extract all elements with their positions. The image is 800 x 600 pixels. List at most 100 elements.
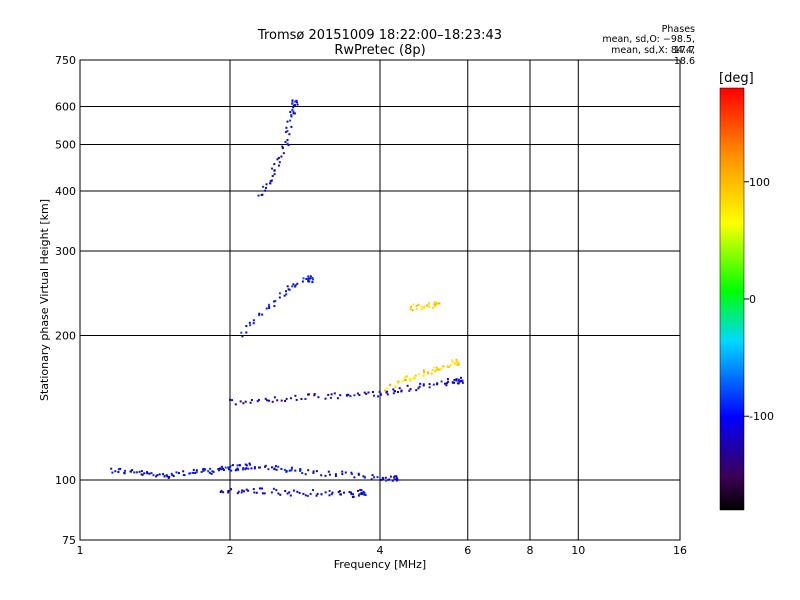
echo-point (282, 152, 285, 155)
echo-point (442, 365, 445, 368)
echo-point (460, 380, 462, 383)
echo-point (433, 301, 436, 304)
echo-point (250, 467, 253, 470)
echo-point (265, 186, 267, 189)
echo-point (409, 308, 412, 311)
echo-point (219, 491, 222, 493)
echo-point (200, 471, 203, 473)
echo-point (382, 477, 385, 480)
echo-point (315, 494, 318, 497)
echo-point (158, 473, 161, 476)
echo-point (360, 489, 363, 492)
echo-point (248, 462, 251, 465)
echo-point (178, 472, 180, 475)
echo-point (362, 475, 365, 478)
grid-lines (80, 60, 680, 540)
echo-point (245, 331, 248, 334)
echo-point (172, 475, 175, 477)
echo-point (294, 100, 297, 103)
echo-point (292, 110, 295, 113)
echo-point (284, 400, 287, 402)
echo-point (141, 473, 144, 476)
phase-x-stats: mean, sd,X: 84.4, 18.6 (611, 45, 695, 67)
x-tick-label: 10 (571, 544, 585, 557)
echo-point (308, 393, 310, 396)
echo-point (241, 468, 244, 471)
echo-point (307, 275, 310, 278)
echo-point (220, 465, 223, 468)
echo-point (166, 475, 169, 478)
echo-point (229, 464, 232, 467)
echo-point (422, 383, 425, 386)
echo-point (363, 493, 366, 496)
echo-point (339, 394, 342, 397)
echo-point (433, 305, 436, 307)
echo-point (417, 387, 420, 390)
echo-point (352, 493, 354, 496)
echo-point (410, 378, 413, 380)
echo-point (455, 358, 458, 361)
echo-point (316, 492, 319, 495)
echo-point (278, 296, 281, 299)
echo-point (432, 366, 435, 369)
echo-point (117, 471, 120, 473)
echo-point (301, 280, 304, 283)
echo-point (262, 185, 265, 188)
echo-point (299, 468, 302, 470)
echo-point (192, 471, 195, 474)
echo-point (274, 300, 277, 303)
echo-point (110, 467, 113, 470)
echo-point (281, 147, 284, 149)
echo-point (300, 398, 303, 400)
x-tick-label: 1 (77, 544, 84, 557)
echo-point (309, 492, 312, 495)
echo-point (378, 390, 381, 393)
echo-point (292, 283, 295, 286)
echo-point (457, 378, 460, 381)
echo-point (426, 370, 429, 373)
echo-point (280, 467, 283, 470)
echo-point (273, 169, 276, 172)
echo-point (270, 491, 273, 494)
echo-point (328, 494, 331, 497)
echo-point (244, 463, 247, 466)
echo-point (406, 384, 409, 387)
echo-point (309, 275, 312, 278)
echo-point (306, 494, 309, 497)
echo-point (415, 304, 418, 307)
echo-point (143, 472, 146, 475)
echo-point (447, 380, 450, 383)
echo-point (428, 303, 431, 306)
echo-point (220, 468, 223, 471)
echo-point (150, 472, 153, 475)
echo-point (236, 492, 239, 495)
echo-point (266, 399, 269, 402)
echo-point (411, 309, 414, 312)
echo-point (165, 474, 168, 477)
x-tick-label: 4 (377, 544, 384, 557)
echo-point (130, 470, 132, 473)
echo-point (286, 285, 289, 288)
colorbar-tick-labels: -100 0 100 (744, 176, 774, 423)
echo-point (203, 468, 206, 471)
echo-point (272, 300, 275, 303)
echo-point (359, 488, 362, 491)
echo-point (349, 395, 352, 398)
echo-point (255, 491, 258, 494)
echo-point (285, 126, 288, 129)
echo-point (294, 284, 297, 287)
echo-point (337, 491, 340, 493)
echo-point (301, 472, 304, 475)
echo-point (291, 285, 294, 288)
echo-point (277, 164, 280, 167)
echo-point (451, 381, 454, 384)
echo-point (320, 474, 323, 477)
echo-point (202, 469, 205, 472)
echo-point (377, 395, 379, 398)
echo-point (280, 155, 283, 158)
echo-point (291, 109, 294, 112)
echo-point (412, 376, 415, 379)
echo-point (212, 470, 215, 473)
echo-point (367, 391, 370, 394)
echo-point (146, 472, 149, 475)
